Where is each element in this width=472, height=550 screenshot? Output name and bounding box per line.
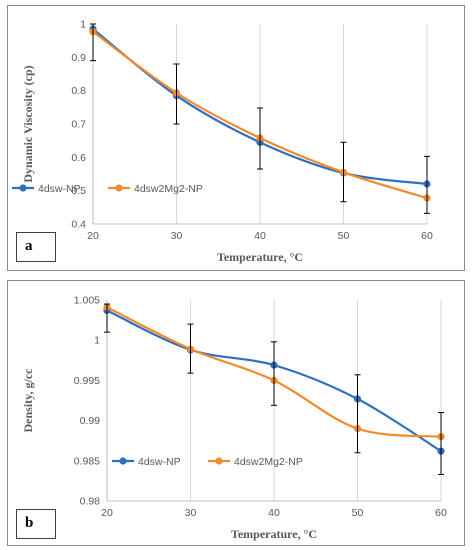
error-bar: [438, 412, 444, 475]
y-tick-label: 0.98: [80, 496, 101, 508]
error-bar: [257, 107, 263, 170]
legend-swatch-marker: [215, 457, 223, 465]
y-tick-label: 1.005: [74, 295, 100, 307]
y-tick-label: 0.99: [80, 415, 101, 427]
x-tick-label: 60: [435, 507, 447, 519]
viscosity-chart: 0.4 0.5 0.6 0.7 0.8 0.9 1 20 30 40 50 60 Temperature…: [12, 19, 433, 264]
y-tick-label: 1: [80, 19, 86, 31]
legend-swatch-marker: [115, 184, 123, 192]
x-tick-label: 60: [421, 230, 433, 242]
x-axis-title: Temperature, °C: [217, 250, 303, 264]
chart-panel-a: 0.4 0.5 0.6 0.7 0.8 0.9 1 20 30 40 50 60 Temperature…: [7, 5, 465, 271]
error-bar: [104, 303, 110, 333]
x-tick-label: 40: [268, 507, 280, 519]
chart-panel-b: 0.98 0.985 0.99 0.995 1 1.005 20 30 40 50 60 Temper…: [7, 280, 465, 546]
legend-label: 4dsw2Mg2-NP: [134, 183, 203, 195]
legend-swatch-marker: [19, 184, 27, 192]
x-axis-title: Temperature, °C: [231, 527, 317, 541]
x-tick-label: 40: [254, 230, 266, 242]
x-tick-label: 20: [87, 230, 99, 242]
y-axis-title: Dynamic Viscosity (cp): [21, 65, 35, 182]
x-tick-label: 30: [185, 507, 197, 519]
x-tick-label: 30: [171, 230, 183, 242]
error-bar: [354, 374, 361, 454]
y-tick-label: 0.4: [71, 219, 86, 231]
error-bar: [340, 141, 347, 203]
x-tick-label: 50: [352, 507, 364, 519]
x-tick-label: 20: [101, 507, 113, 519]
panel-label-a: a: [16, 232, 56, 262]
y-tick-label: 0.985: [74, 455, 100, 467]
legend-entry-1: 4dsw-NP: [112, 456, 181, 468]
y-axis-title: Density, g/cc: [21, 368, 35, 433]
y-tick-label: 0.5: [71, 185, 86, 197]
legend-label: 4dsw2Mg2-NP: [234, 456, 303, 468]
error-bar: [187, 323, 194, 374]
y-tick-label: 0.8: [71, 85, 86, 97]
x-tick-label: 50: [338, 230, 350, 242]
y-tick-label: 0.995: [74, 375, 100, 387]
legend-label: 4dsw-NP: [138, 456, 181, 468]
error-bar: [90, 23, 96, 62]
y-tick-label: 0.9: [71, 52, 86, 64]
error-bar: [271, 341, 277, 406]
error-bar: [424, 155, 430, 214]
legend-label: 4dsw-NP: [38, 183, 81, 195]
panel-label-b: b: [16, 509, 56, 539]
legend-entry-1: 4dsw-NP: [12, 183, 81, 195]
y-tick-label: 0.6: [71, 152, 86, 164]
legend-entry-2: 4dsw2Mg2-NP: [208, 456, 303, 468]
error-bar: [173, 63, 180, 125]
y-tick-label: 1: [94, 335, 100, 347]
y-tick-label: 0.7: [71, 119, 86, 131]
legend-swatch-marker: [119, 457, 127, 465]
density-chart: 0.98 0.985 0.99 0.995 1 1.005 20 30 40 50 60 Temper…: [21, 295, 447, 542]
legend-entry-2: 4dsw2Mg2-NP: [108, 183, 203, 195]
